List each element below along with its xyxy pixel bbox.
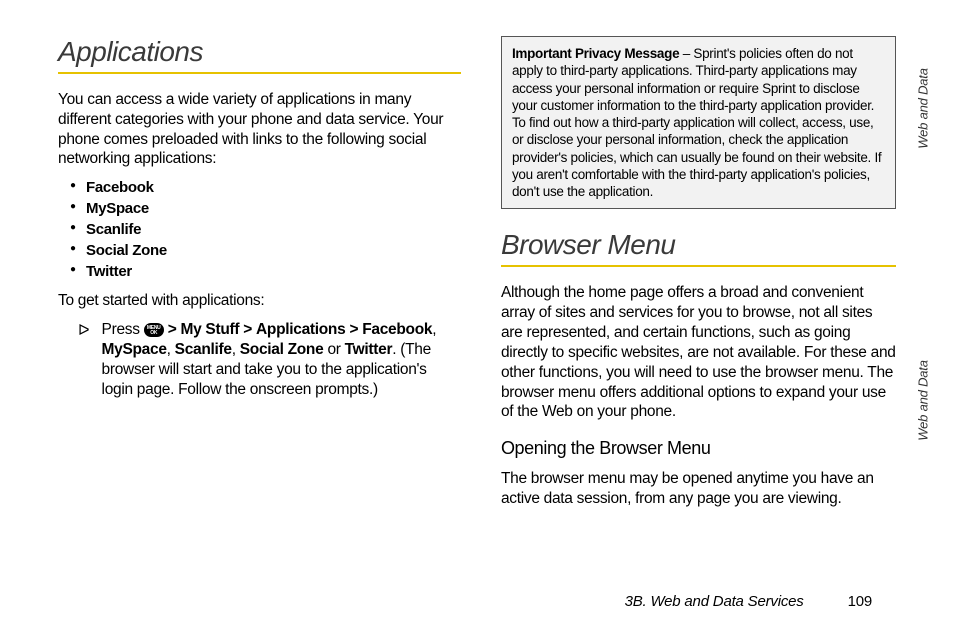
footer: 3B. Web and Data Services 109 xyxy=(625,593,872,610)
sep: or xyxy=(323,341,344,358)
applications-intro: You can access a wide variety of applica… xyxy=(58,90,461,169)
right-column: Important Privacy Message – Sprint's pol… xyxy=(501,36,896,616)
sep: , xyxy=(432,321,436,338)
browser-menu-heading: Browser Menu xyxy=(501,229,896,267)
option: Scanlife xyxy=(175,341,232,358)
menu-ok-key-icon: MENUOK xyxy=(144,323,164,337)
callout-body: – Sprint's policies often do not apply t… xyxy=(512,46,881,199)
option: Facebook xyxy=(362,321,432,338)
list-item: Twitter xyxy=(72,263,461,280)
chevron: > xyxy=(243,321,252,338)
step-row: ᐅ Press MENUOK > My Stuff > Applications… xyxy=(78,320,461,399)
step-prefix: Press xyxy=(102,321,140,338)
applications-heading: Applications xyxy=(58,36,461,74)
opening-browser-para: The browser menu may be opened anytime y… xyxy=(501,469,896,509)
list-item: Scanlife xyxy=(72,221,461,238)
left-column: Applications You can access a wide varie… xyxy=(58,36,461,616)
option: Social Zone xyxy=(240,341,324,358)
path-part: Applications xyxy=(256,321,345,338)
option: MySpace xyxy=(102,341,167,358)
chevron: > xyxy=(349,321,358,338)
list-item: MySpace xyxy=(72,200,461,217)
side-tab-top: Web and Data xyxy=(912,48,934,168)
browser-menu-para: Although the home page offers a broad an… xyxy=(501,283,896,422)
sep: , xyxy=(232,341,240,358)
option: Twitter xyxy=(345,341,393,358)
page-number: 109 xyxy=(848,593,872,610)
path-part: My Stuff xyxy=(180,321,239,338)
privacy-callout: Important Privacy Message – Sprint's pol… xyxy=(501,36,896,209)
callout-title: Important Privacy Message xyxy=(512,46,679,61)
page: Applications You can access a wide varie… xyxy=(0,0,954,636)
step-marker-icon: ᐅ xyxy=(78,321,90,399)
apps-list: Facebook MySpace Scanlife Social Zone Tw… xyxy=(72,179,461,280)
list-item: Social Zone xyxy=(72,242,461,259)
sep: , xyxy=(167,341,175,358)
side-tab-label: Web and Data xyxy=(916,68,931,148)
opening-browser-subheading: Opening the Browser Menu xyxy=(501,438,896,459)
step-text: Press MENUOK > My Stuff > Applications >… xyxy=(102,320,461,399)
footer-section: 3B. Web and Data Services xyxy=(625,593,804,610)
list-item: Facebook xyxy=(72,179,461,196)
get-started-label: To get started with applications: xyxy=(58,292,461,310)
chevron: > xyxy=(168,321,177,338)
side-tab-label: Web and Data xyxy=(916,360,931,440)
side-tab-bottom: Web and Data xyxy=(912,340,934,460)
